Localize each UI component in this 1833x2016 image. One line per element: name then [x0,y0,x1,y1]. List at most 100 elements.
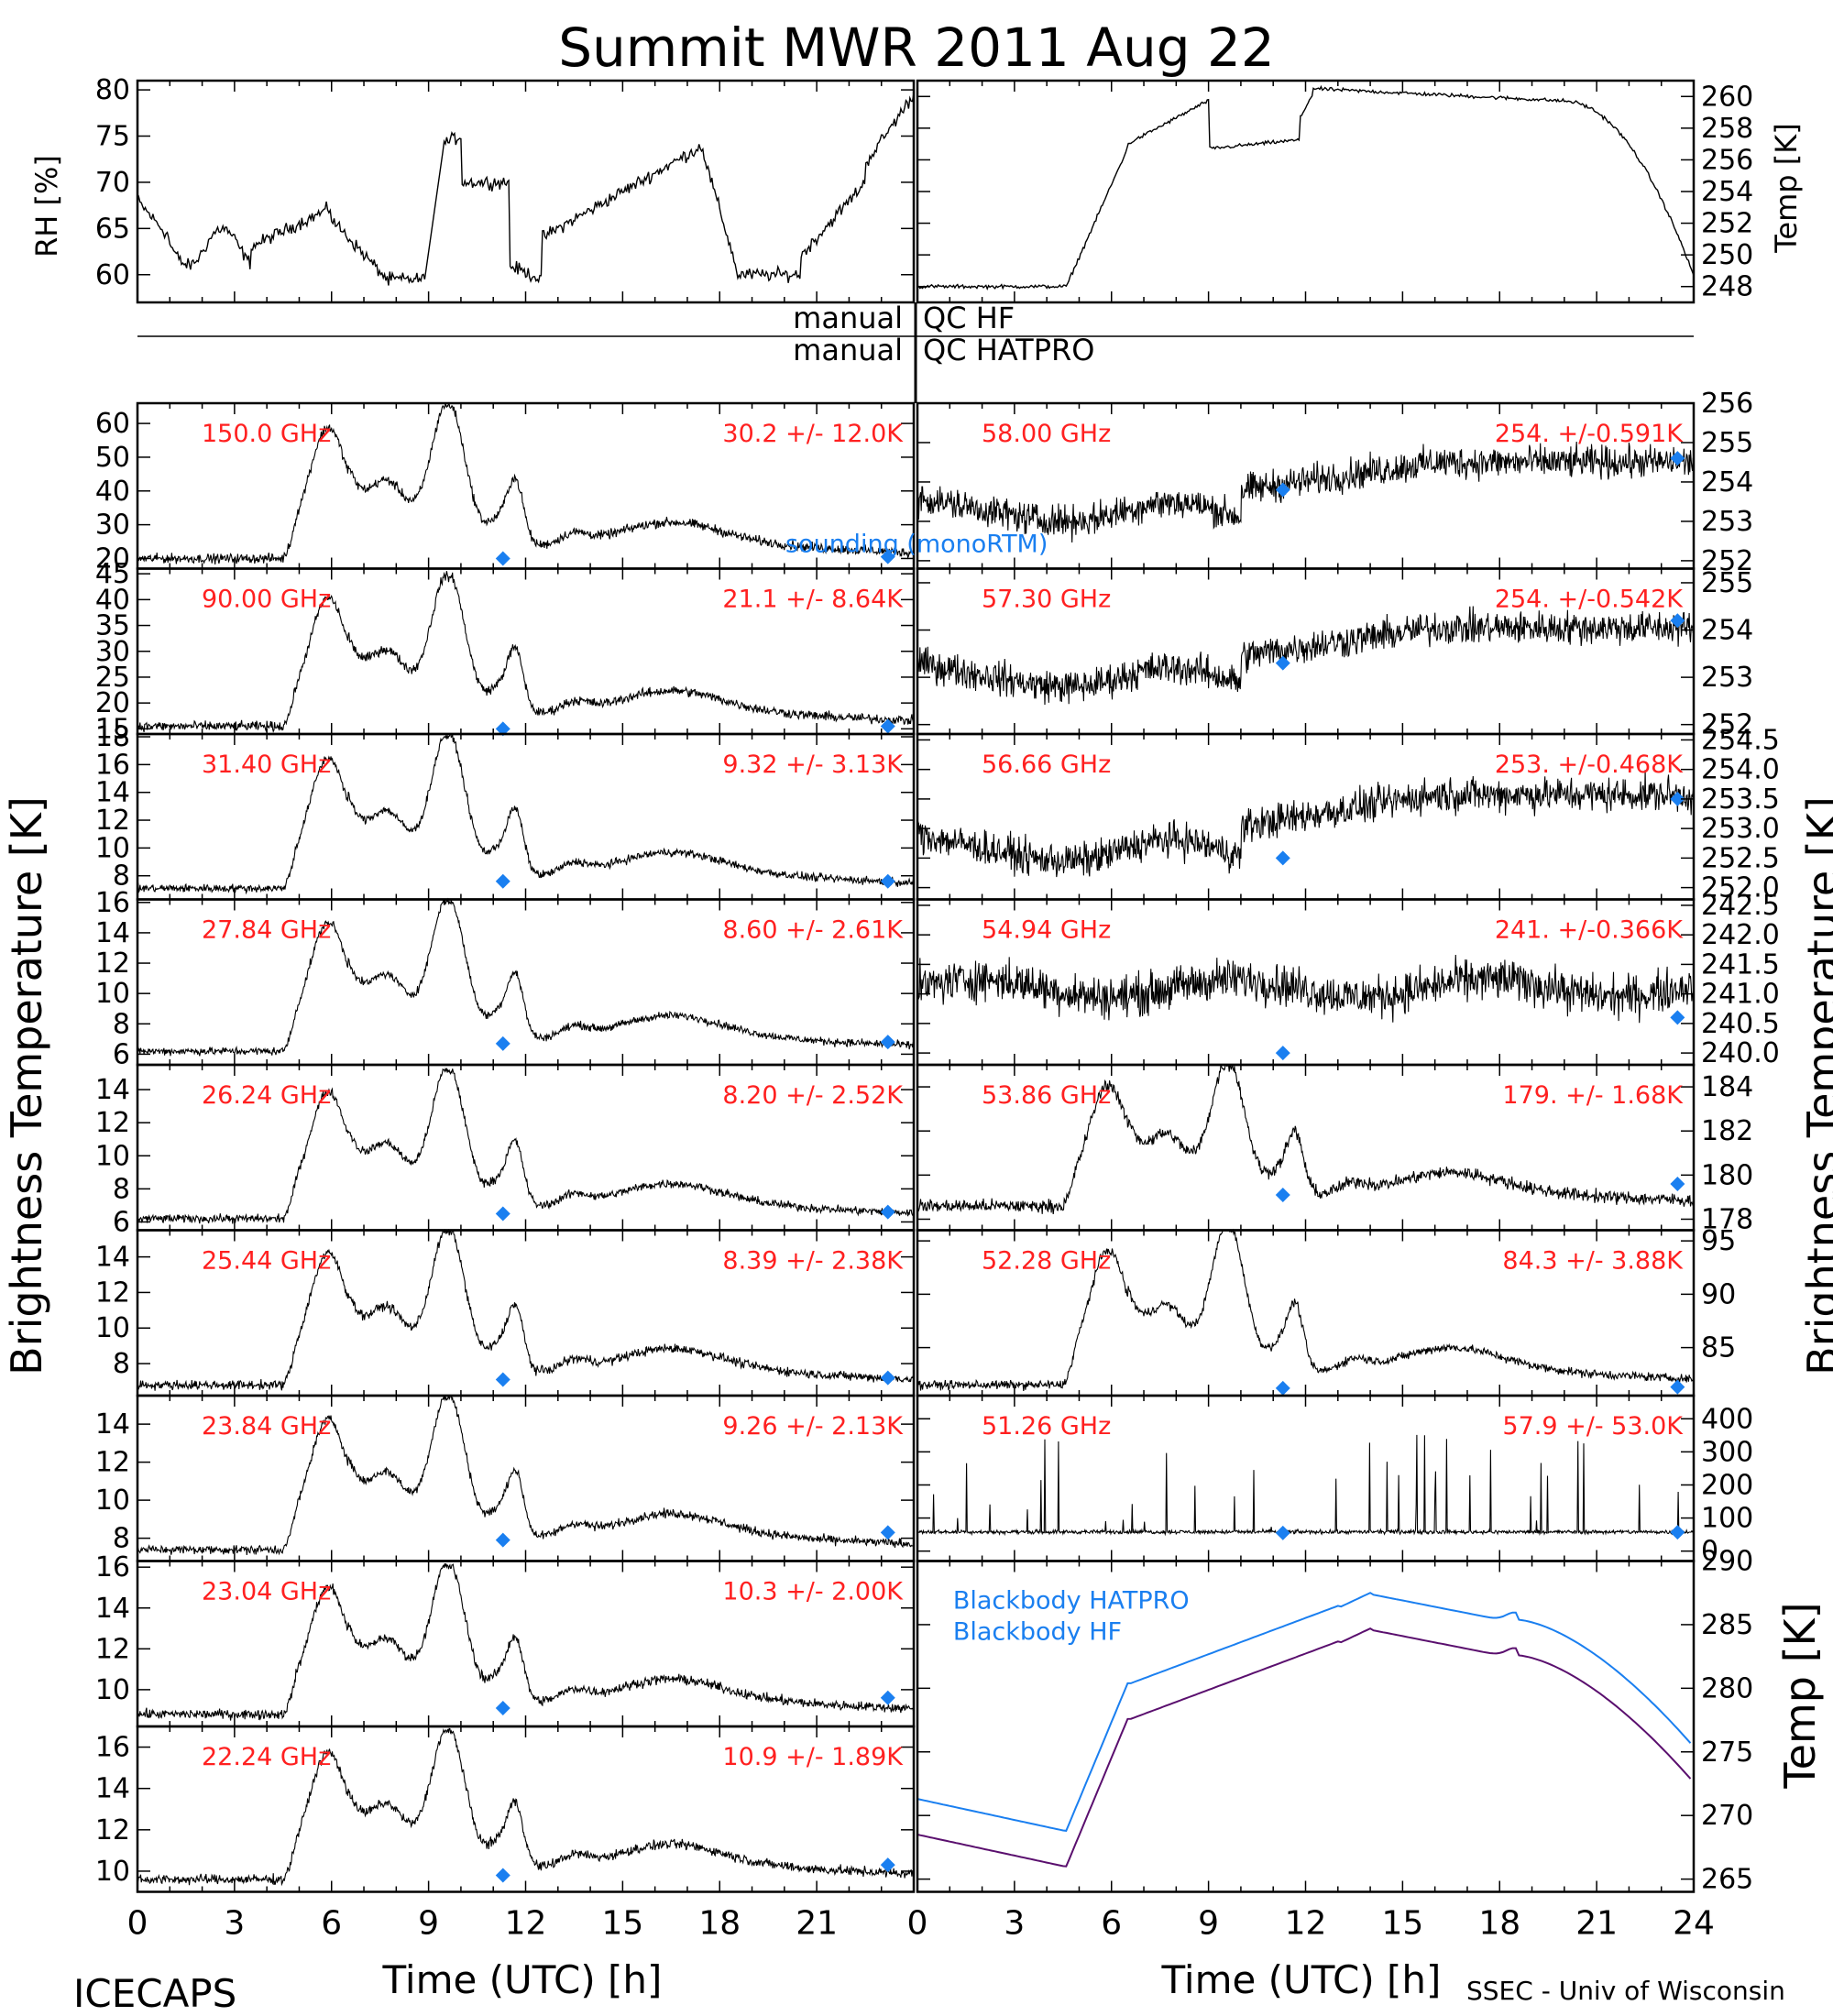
freq-label-26: 26.24 GHz [202,1081,331,1110]
y-tick-label: 8 [113,860,130,893]
y-tick-label: 400 [1701,1403,1753,1435]
y-tick-label: 265 [1701,1864,1753,1896]
y-tick-label: 241.5 [1701,948,1780,981]
y-tick-label: 14 [95,1408,130,1441]
stats-label-90: 21.1 +/- 8.64K [722,586,904,614]
freq-label-27: 27.84 GHz [202,916,331,945]
xlabel-left: Time (UTC) [h] [382,1957,663,2002]
y-tick-label: 240.5 [1701,1008,1780,1040]
sounding-point-31-0 [495,873,510,889]
y-tick-label: 252.0 [1701,872,1780,904]
x-tick-label-left: 18 [698,1905,741,1943]
stats-label-150: 30.2 +/- 12.0K [722,420,904,448]
stats-label-51.26: 57.9 +/- 53.0K [1502,1412,1684,1441]
x-tick-label-right: 21 [1575,1905,1618,1943]
series-line-150 [137,401,915,564]
x-tick-label-right: 6 [1101,1905,1122,1943]
sounding-point-25-0 [495,1372,510,1387]
y-tick-label: 40 [95,584,130,616]
freq-label-57.3: 57.30 GHz [982,586,1111,614]
stats-label-58: 254. +/-0.591K [1495,420,1684,448]
sounding-point-54.94-0 [1275,1046,1290,1061]
sounding-point-150-1 [880,549,895,564]
xlabel-right: Time (UTC) [h] [1161,1957,1442,2002]
sounding-point-150-0 [495,551,510,566]
qc-hatpro-right: QC HATPRO [923,333,1094,367]
y-tick-label: 10 [95,1485,130,1517]
y-tick-label: 45 [95,558,130,590]
tb-right-axis-label: Brightness Temperature [K] [1798,796,1833,1375]
x-tick-label-left: 15 [601,1905,643,1943]
tb-left-axis-label: Brightness Temperature [K] [2,796,51,1375]
y-tick-label: 12 [95,1633,130,1665]
y-tick-label: 14 [95,1593,130,1625]
sounding-point-53.86-0 [1275,1187,1290,1202]
series-line-temp [916,84,1695,291]
y-tick-label: 14 [95,1074,130,1106]
sounding-point-52.28-0 [1275,1380,1290,1396]
y-tick-label: 240.0 [1701,1037,1780,1069]
sounding-point-23.84-0 [495,1532,510,1548]
series-line-hatpro [916,1592,1692,1832]
y-tick-label: 250 [1701,239,1753,271]
y-tick-label: 178 [1701,1203,1753,1235]
y-tick-label: 252 [1701,208,1753,240]
y-tick-label: 14 [95,1242,130,1274]
series-line-54.94 [916,954,1695,1024]
series-line-25 [137,1228,915,1391]
series-line-23.84 [137,1395,915,1556]
sounding-point-54.94-1 [1670,1010,1685,1025]
sounding-point-57.3-0 [1275,655,1290,671]
y-tick-label: 16 [95,749,130,781]
y-tick-label: 254 [1701,176,1753,208]
series-line-26 [137,1067,915,1224]
sounding-point-90-0 [495,721,510,737]
y-tick-label: 90 [1701,1278,1736,1310]
y-tick-label: 65 [95,213,130,245]
x-tick-label-left: 21 [796,1905,838,1943]
y-tick-label: 40 [95,476,130,508]
freq-label-23.04: 23.04 GHz [202,1578,331,1606]
y-tick-label: 6 [113,1038,130,1070]
stats-label-53.86: 179. +/- 1.68K [1502,1081,1684,1110]
y-tick-label: 180 [1701,1159,1753,1191]
stats-label-26: 8.20 +/- 2.52K [722,1081,904,1110]
temp-top-axis-label: Temp [K] [1769,123,1804,253]
panels: 6065707580248250252254256258260203040506… [95,74,1780,1942]
sounding-point-27-1 [880,1035,895,1050]
x-tick-label-right: 9 [1198,1905,1219,1943]
series-line-31 [137,733,915,895]
stats-label-52.28: 84.3 +/- 3.88K [1502,1247,1684,1276]
series-line-90 [137,571,915,733]
stats-label-31: 9.32 +/- 3.13K [722,751,904,779]
y-tick-label: 20 [95,687,130,719]
y-tick-label: 200 [1701,1469,1753,1501]
series-line-57.3 [916,606,1695,706]
sounding-point-56.66-1 [1670,791,1685,806]
y-tick-label: 285 [1701,1609,1753,1641]
y-tick-label: 14 [95,777,130,809]
x-tick-label-right: 24 [1673,1905,1715,1943]
y-tick-label: 6 [113,1206,130,1238]
sounding-point-51.26-0 [1275,1525,1290,1540]
y-tick-label: 30 [95,509,130,542]
panel-22.24: 10 12 14 16 22.24 GHz 10.9 +/- 1.89K [95,1725,916,1893]
y-tick-label: 95 [1701,1225,1736,1257]
y-tick-label: 258 [1701,113,1753,145]
stats-label-23.84: 9.26 +/- 2.13K [722,1412,904,1441]
y-tick-label: 254.5 [1701,724,1780,756]
series-line-22.24 [137,1727,915,1887]
sounding-point-57.3-1 [1670,613,1685,629]
panel-57.3: 252 253 254 255 57.30 GHz 254. +/-0.542K [916,567,1753,741]
y-tick-label: 60 [95,259,130,291]
y-tick-label: 241.0 [1701,979,1780,1011]
x-tick-label-left: 0 [127,1905,148,1943]
y-tick-label: 10 [95,978,130,1010]
x-tick-label-left: 9 [418,1905,439,1943]
sounding-point-25-1 [880,1370,895,1386]
